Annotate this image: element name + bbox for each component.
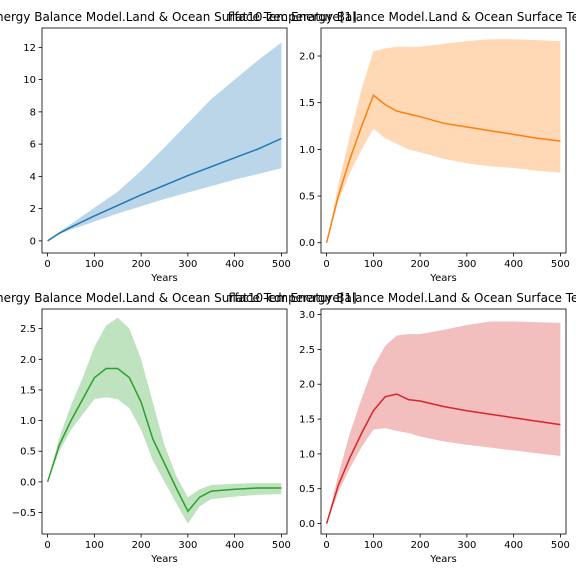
panel-4-xtick-label: 500 [551,540,570,551]
panel-2-xtick-label: 0 [323,259,329,270]
panel-2-ytick-label: 2.0 [299,52,315,63]
panel-3-ytick-label: −0.5 [12,508,36,519]
panel-1-xtick-label: 100 [85,259,104,270]
panel-4-ytick-label: 3.0 [299,310,315,321]
panel-1-ytick-label: 12 [23,43,36,54]
panel-4-title: flat10-cdr Energy Balance Model.Land & O… [228,291,576,305]
panel-2-ytick-label: 1.0 [299,145,315,156]
panel-4-mean-line [325,393,561,524]
panel-3-ytick-label: 2.5 [20,324,36,335]
panel-3-xtick-label: 300 [178,540,197,551]
panel-2-ytick-label: 0.5 [299,192,315,203]
panel-2-xtick-label: 100 [364,259,383,270]
panel-4-xtick-label: 300 [457,540,476,551]
panel-2-xtick-label: 300 [457,259,476,270]
panel-4-ytick-label: 1.5 [299,415,315,426]
panel-1-frame [41,27,288,254]
panel-3-xtick-label: 400 [225,540,244,551]
panel-4-xtick-label: 200 [411,540,430,551]
panel-4-xlabel: Years [429,554,456,565]
panel-2-xticks: 0 100 200 300 400 500 [323,253,570,270]
panel-1-xtick-label: 0 [44,259,50,270]
panel-1-ytick-label: 4 [30,172,36,183]
panel-1-xtick-label: 300 [178,259,197,270]
panel-3-xtick-label: 200 [132,540,151,551]
panel-4-ytick-label: 2.0 [299,380,315,391]
panel-2-mean-line [325,93,561,243]
panel-4-xtick-label: 0 [323,540,329,551]
panel-4-ytick-label: 0.0 [299,519,315,530]
panel-2: 0 100 200 300 400 500 0.0 0.5 1.0 1.5 2.0 flat10-… [228,10,576,284]
panel-2-xtick-label: 500 [551,259,570,270]
panel-1-ytick-label: 0 [30,236,36,247]
panel-1-xlabel: Years [150,273,177,284]
panel-3-xticks: 0 100 200 300 400 500 [44,534,291,551]
panel-4-band [326,321,561,524]
panel-3-xlabel: Years [150,554,177,565]
panel-3-ytick-label: 1.5 [20,385,36,396]
panel-2-ytick-label: 0.0 [299,238,315,249]
panel-3-ytick-label: 0.5 [20,447,36,458]
panel-3-ytick-label: 1.0 [20,416,36,427]
panel-1-yticks: 0 2 4 6 8 10 12 [23,43,42,247]
panel-4-ytick-label: 1.0 [299,449,315,460]
panel-3-xtick-label: 0 [44,540,50,551]
panel-4-xticks: 0 100 200 300 400 500 [323,534,570,551]
panel-1-ytick-label: 10 [23,75,36,86]
panel-4-yticks: 0.0 0.5 1.0 1.5 2.0 2.5 3.0 [299,310,321,530]
panel-3-title: ar Energy Balance Model.Land & Ocean Sur… [0,291,357,305]
panel-1-band [47,42,282,241]
panel-3: 0 100 200 300 400 500 −0.50.00.51.01.52.02.5 … [0,291,357,565]
panel-1-mean-line [47,137,282,242]
panel-3-band [47,317,282,524]
panel-2-frame [320,27,567,254]
panel-3-yticks: −0.5 0.0 0.5 1.0 1.5 2.0 2.5 [12,324,42,519]
panel-1-ytick-label: 8 [30,107,36,118]
panel-1-xtick-label: 200 [132,259,151,270]
panel-3-mean-line [46,367,282,513]
panel-4-ytick-label: 0.5 [299,484,315,495]
panel-2-xlabel: Years [429,273,456,284]
panel-3-xtick-label: 500 [272,540,291,551]
panel-1-xticks: 0 100 200 300 400 500 [44,253,291,270]
panel-2-yticks: 0.0 0.5 1.0 1.5 2.0 [299,52,321,249]
panel-1-xtick-label: 400 [225,259,244,270]
panel-4-ytick-label: 2.5 [299,345,315,356]
panel-2-xtick-label: 200 [411,259,430,270]
panel-3-ytick-label: 0.0 [20,477,36,488]
panel-1-ytick-label: 2 [30,204,36,215]
panel-1-title: ar Energy Balance Model.Land & Ocean Sur… [0,10,357,24]
panel-3-xtick-label: 100 [85,540,104,551]
panel-4: 0 100 200 300 400 500 0.0 0.5 1.0 1.5 2.0 2.5 3.0 f… [228,291,576,565]
panel-4-xtick-label: 100 [364,540,383,551]
panel-1-xtick-label: 500 [272,259,291,270]
panel-2-title: flat10-zec Energy Balance Model.Land & O… [228,10,576,24]
panel-4-xtick-label: 400 [504,540,523,551]
panel-2-xtick-label: 400 [504,259,523,270]
panel-2-band [326,39,561,243]
panel-3-frame [41,308,288,535]
panel-4-frame [320,308,567,535]
panel-2-ytick-label: 1.5 [299,98,315,109]
panel-3-ytick-label: 2.0 [20,355,36,366]
panel-1-ytick-label: 6 [30,140,36,151]
panel-1: 0 100 200 300 400 500 0 2 4 6 8 10 12 ar Energy Bal… [0,10,357,284]
